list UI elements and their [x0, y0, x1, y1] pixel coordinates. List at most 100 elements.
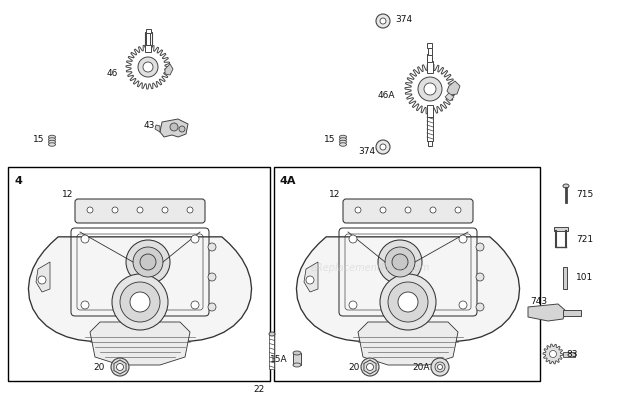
Circle shape [380, 207, 386, 213]
Circle shape [187, 207, 193, 213]
Text: 4: 4 [14, 176, 22, 186]
Circle shape [349, 301, 357, 309]
Circle shape [126, 241, 170, 284]
Bar [146, 30, 151, 34]
Circle shape [380, 274, 436, 330]
Circle shape [438, 365, 443, 370]
FancyBboxPatch shape [343, 200, 473, 223]
Ellipse shape [48, 144, 56, 147]
Ellipse shape [340, 144, 347, 147]
Circle shape [476, 303, 484, 311]
Circle shape [306, 276, 314, 284]
Circle shape [459, 301, 467, 309]
FancyBboxPatch shape [75, 200, 205, 223]
Ellipse shape [48, 141, 56, 144]
Bar [554, 227, 568, 231]
Polygon shape [304, 262, 318, 292]
Circle shape [424, 84, 436, 96]
Text: 374: 374 [395, 16, 412, 24]
Circle shape [81, 235, 89, 243]
Text: 43: 43 [144, 120, 155, 129]
Text: 46A: 46A [378, 90, 395, 99]
Circle shape [112, 207, 118, 213]
Text: 20: 20 [94, 363, 105, 372]
Ellipse shape [563, 184, 569, 188]
Circle shape [138, 58, 158, 78]
Circle shape [549, 350, 557, 358]
Circle shape [117, 364, 123, 371]
Text: 46: 46 [107, 68, 118, 77]
Circle shape [476, 273, 484, 281]
Circle shape [38, 276, 46, 284]
Text: 743: 743 [530, 297, 547, 306]
Circle shape [476, 243, 484, 251]
Bar [563, 352, 575, 356]
Ellipse shape [340, 138, 347, 142]
Text: 15A: 15A [270, 354, 288, 364]
Circle shape [208, 273, 216, 281]
Bar [144, 33, 151, 46]
Circle shape [191, 235, 199, 243]
Circle shape [170, 124, 178, 132]
Circle shape [349, 235, 357, 243]
Bar [145, 46, 151, 53]
Polygon shape [543, 344, 563, 364]
Circle shape [398, 292, 418, 312]
Bar [428, 55, 433, 63]
Polygon shape [90, 322, 190, 365]
Circle shape [385, 247, 415, 277]
Bar [274, 168, 540, 381]
Polygon shape [36, 262, 50, 292]
Circle shape [191, 301, 199, 309]
Text: 12: 12 [63, 190, 74, 199]
Bar [427, 118, 433, 142]
Bar [146, 33, 150, 46]
Circle shape [130, 292, 150, 312]
Text: eReplacementParts.com: eReplacementParts.com [310, 262, 430, 272]
Text: 20: 20 [348, 363, 360, 372]
Ellipse shape [48, 136, 56, 140]
Ellipse shape [48, 138, 56, 142]
Text: 22: 22 [254, 385, 265, 393]
Polygon shape [528, 304, 566, 321]
Polygon shape [358, 322, 458, 365]
Polygon shape [445, 94, 454, 102]
Polygon shape [165, 65, 173, 76]
Polygon shape [29, 237, 252, 342]
Ellipse shape [269, 332, 275, 336]
Circle shape [140, 254, 156, 270]
Text: 83: 83 [566, 350, 577, 358]
Circle shape [137, 207, 143, 213]
Circle shape [380, 19, 386, 25]
Bar [8, 168, 270, 381]
Circle shape [120, 282, 160, 322]
Circle shape [405, 207, 411, 213]
Ellipse shape [340, 136, 347, 140]
Circle shape [208, 243, 216, 251]
Polygon shape [405, 65, 455, 115]
Bar [427, 62, 433, 74]
Polygon shape [155, 126, 160, 133]
Text: 12: 12 [329, 190, 340, 199]
Bar [293, 353, 301, 365]
Circle shape [355, 207, 361, 213]
Circle shape [430, 207, 436, 213]
Circle shape [133, 247, 163, 277]
Circle shape [179, 127, 185, 133]
Text: 20A: 20A [412, 363, 430, 372]
Text: 101: 101 [576, 273, 593, 282]
Circle shape [380, 145, 386, 151]
Text: 721: 721 [576, 235, 593, 244]
Ellipse shape [293, 363, 301, 367]
Circle shape [87, 207, 93, 213]
Circle shape [431, 358, 449, 376]
Bar [427, 106, 433, 118]
Polygon shape [447, 82, 460, 96]
Circle shape [143, 63, 153, 73]
Ellipse shape [340, 141, 347, 144]
Bar [428, 142, 432, 147]
Circle shape [459, 235, 467, 243]
Ellipse shape [293, 351, 301, 355]
Circle shape [366, 364, 373, 371]
Polygon shape [126, 46, 170, 90]
